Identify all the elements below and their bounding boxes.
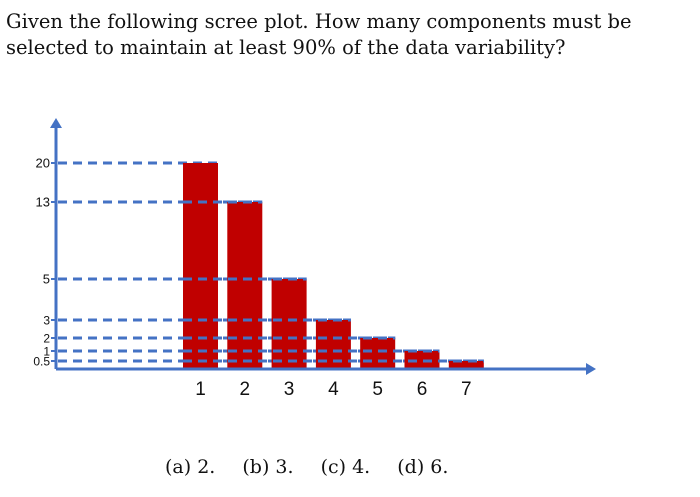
x-tick-label: 5 <box>372 379 383 400</box>
y-tick-label: 1 <box>43 345 50 359</box>
x-tick-label: 7 <box>461 379 472 400</box>
guide-lines <box>58 161 484 363</box>
y-tick-label: 20 <box>36 156 50 171</box>
y-tick-label: 5 <box>43 272 50 287</box>
bar-component-7 <box>448 361 484 369</box>
y-tick-labels: 20 13 5 3 210.5 <box>33 156 56 369</box>
x-tick-label: 4 <box>328 379 339 400</box>
x-tick-label: 1 <box>195 379 206 400</box>
y-tick-label: 3 <box>43 314 50 328</box>
y-axis-arrow-icon <box>50 118 62 128</box>
x-tick-label: 3 <box>284 379 295 400</box>
x-tick-labels: 1 2 3 4 5 6 7 <box>195 379 471 400</box>
answer-options: (a) 2. (b) 3. (c) 4. (d) 6. <box>165 456 469 478</box>
y-tick-label: 0.5 <box>33 355 50 369</box>
y-tick-label: 2 <box>43 332 50 346</box>
option-b[interactable]: (b) 3. <box>242 456 294 478</box>
x-axis-arrow-icon <box>586 363 596 375</box>
bar-component-2 <box>227 202 263 369</box>
option-a[interactable]: (a) 2. <box>165 456 216 478</box>
bar-component-1 <box>183 163 218 369</box>
option-d[interactable]: (d) 6. <box>397 456 449 478</box>
x-tick-label: 6 <box>417 379 428 400</box>
bar-component-3 <box>271 279 307 369</box>
option-c[interactable]: (c) 4. <box>320 456 371 478</box>
question-text: Given the following scree plot. How many… <box>6 10 632 59</box>
bar-component-6 <box>404 351 440 369</box>
x-tick-label: 2 <box>240 379 251 400</box>
bars <box>183 163 484 369</box>
axes <box>50 118 596 375</box>
y-tick-label: 13 <box>36 195 50 210</box>
bar-component-5 <box>360 338 396 369</box>
